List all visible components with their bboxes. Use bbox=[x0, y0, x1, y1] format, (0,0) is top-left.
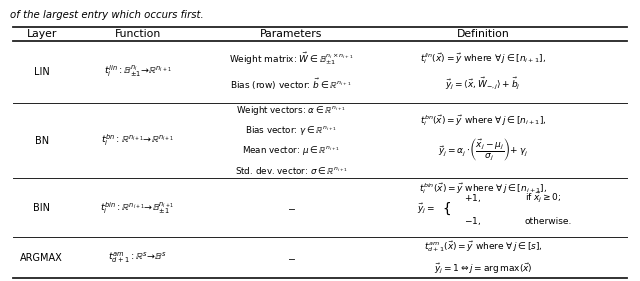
Text: $+1,$: $+1,$ bbox=[464, 192, 481, 203]
Text: $-1,$: $-1,$ bbox=[464, 215, 481, 227]
Text: $t_i^{bn}(\vec{x})=\vec{y}$ where $\forall\,j\in[n_{i+1}],$: $t_i^{bn}(\vec{x})=\vec{y}$ where $\fora… bbox=[420, 113, 547, 128]
Text: otherwise.: otherwise. bbox=[525, 217, 572, 226]
Text: Bias (row) vector: $\vec{b}\in\mathbb{R}^{n_{i+1}}$: Bias (row) vector: $\vec{b}\in\mathbb{R}… bbox=[230, 77, 352, 92]
Text: of the largest entry which occurs first.: of the largest entry which occurs first. bbox=[10, 10, 204, 20]
Text: $\vec{y}_j=1\Leftrightarrow j=\arg\max(\vec{x})$: $\vec{y}_j=1\Leftrightarrow j=\arg\max(\… bbox=[434, 261, 532, 276]
Text: $t_{d+1}^{am}(\vec{x})=\vec{y}$ where $\forall\,j\in[s],$: $t_{d+1}^{am}(\vec{x})=\vec{y}$ where $\… bbox=[424, 240, 543, 255]
Text: BN: BN bbox=[35, 135, 49, 146]
Text: Mean vector: $\mu\in\mathbb{R}^{n_{i+1}}$: Mean vector: $\mu\in\mathbb{R}^{n_{i+1}}… bbox=[242, 144, 340, 157]
Text: if $\vec{x}_j\geq 0;$: if $\vec{x}_j\geq 0;$ bbox=[525, 191, 561, 205]
Text: $-$: $-$ bbox=[287, 253, 296, 262]
Text: $t_i^{bin}(\vec{x})=\vec{y}$ where $\forall\,j\in[n_{i+1}],$: $t_i^{bin}(\vec{x})=\vec{y}$ where $\for… bbox=[419, 181, 547, 196]
Text: Std. dev. vector: $\sigma\in\mathbb{R}^{n_{i+1}}$: Std. dev. vector: $\sigma\in\mathbb{R}^{… bbox=[235, 164, 348, 176]
Text: ARGMAX: ARGMAX bbox=[20, 253, 63, 263]
Text: $\{$: $\{$ bbox=[442, 201, 451, 217]
Text: Weight vectors: $\alpha\in\mathbb{R}^{n_{i+1}}$: Weight vectors: $\alpha\in\mathbb{R}^{n_… bbox=[236, 105, 346, 117]
Text: $t_i^{bin}:\mathbb{R}^{n_{i+1}}\!\rightarrow\!\mathbb{B}_{\pm 1}^{n_{i+1}}$: $t_i^{bin}:\mathbb{R}^{n_{i+1}}\!\righta… bbox=[100, 200, 175, 216]
Text: Parameters: Parameters bbox=[260, 29, 323, 39]
Text: $t_{d+1}^{am}:\mathbb{R}^{s}\!\rightarrow\!\mathbb{B}^{s}$: $t_{d+1}^{am}:\mathbb{R}^{s}\!\rightarro… bbox=[108, 251, 167, 265]
Text: $\vec{y}_j=\alpha_j\cdot\!\left(\dfrac{\vec{x}_j-\mu_j}{\sigma_j}\right)\!+\gamm: $\vec{y}_j=\alpha_j\cdot\!\left(\dfrac{\… bbox=[438, 137, 529, 164]
Text: Weight matrix: $\vec{W}\in\mathbb{B}_{\pm 1}^{n_i\times n_{i+1}}$: Weight matrix: $\vec{W}\in\mathbb{B}_{\p… bbox=[229, 51, 353, 67]
Text: Layer: Layer bbox=[26, 29, 57, 39]
Text: LIN: LIN bbox=[34, 67, 49, 77]
Text: Definition: Definition bbox=[457, 29, 509, 39]
Text: $t_i^{bn}:\mathbb{R}^{n_{i+1}}\!\rightarrow\!\mathbb{R}^{n_{i+1}}$: $t_i^{bn}:\mathbb{R}^{n_{i+1}}\!\rightar… bbox=[101, 133, 174, 148]
Text: $t_i^{lin}:\mathbb{B}_{\pm 1}^{n_i}\!\rightarrow\!\mathbb{R}^{n_{i+1}}$: $t_i^{lin}:\mathbb{B}_{\pm 1}^{n_i}\!\ri… bbox=[104, 64, 172, 79]
Text: Function: Function bbox=[115, 29, 161, 39]
Text: $-$: $-$ bbox=[287, 203, 296, 212]
Text: $t_i^{lin}(\vec{x})=\vec{y}$ where $\forall\,j\in[n_{i+1}],$: $t_i^{lin}(\vec{x})=\vec{y}$ where $\for… bbox=[420, 51, 546, 67]
Text: Bias vector: $\gamma\in\mathbb{R}^{n_{i+1}}$: Bias vector: $\gamma\in\mathbb{R}^{n_{i+… bbox=[245, 124, 337, 137]
Text: $\vec{y}_j=\langle\vec{x},\vec{W}_{-,j}\rangle+\vec{b}_j$: $\vec{y}_j=\langle\vec{x},\vec{W}_{-,j}\… bbox=[445, 76, 521, 92]
Text: $\vec{y}_j=$: $\vec{y}_j=$ bbox=[417, 202, 435, 216]
Text: BIN: BIN bbox=[33, 203, 50, 213]
